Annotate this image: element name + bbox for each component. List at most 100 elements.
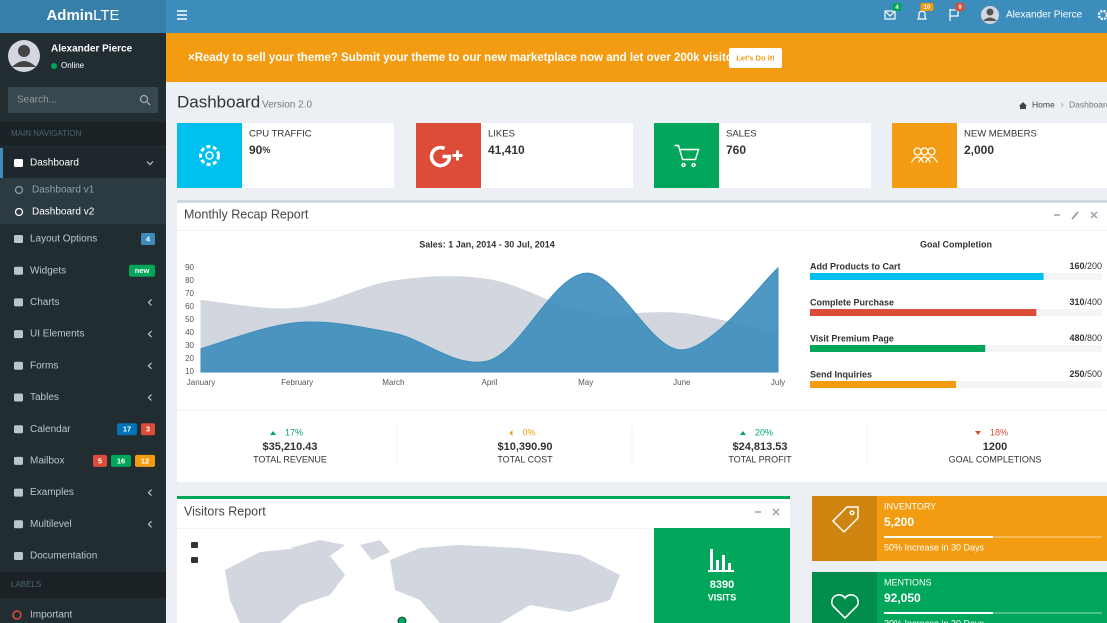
sidebar-toggle[interactable] [177, 10, 187, 20]
trend-arrow [269, 431, 276, 435]
members-head [927, 147, 936, 156]
goal-label: Complete Purchase [810, 297, 894, 307]
menu-badge-text: 16 [117, 456, 125, 465]
banner-button-text[interactable]: Let's Do it! [736, 53, 774, 62]
progress-bar [810, 273, 1044, 280]
navbar-user[interactable]: Alexander Pierce [1006, 10, 1083, 21]
search-placeholder[interactable]: Search... [17, 95, 57, 106]
logo[interactable]: AdminLTE [46, 7, 119, 24]
submenu-item[interactable]: Dashboard v1 [32, 185, 95, 196]
info-box-number: 760 [726, 143, 746, 157]
search-icon[interactable] [139, 94, 149, 104]
label-item[interactable]: Important [30, 610, 72, 621]
goal-title: Goal Completion [920, 239, 992, 249]
banner-button[interactable] [729, 48, 782, 68]
menu-item[interactable]: Multilevel [30, 519, 72, 530]
submenu-bg [0, 178, 166, 224]
menu-item[interactable]: Mailbox [30, 456, 64, 467]
chart-title: Sales: 1 Jan, 2014 - 30 Jul, 2014 [419, 239, 555, 249]
menu-icon [14, 361, 23, 370]
info-box-number: 90 [249, 143, 263, 157]
breadcrumb-home[interactable]: Home [1032, 99, 1055, 109]
submenu-item[interactable]: Dashboard v2 [32, 207, 95, 218]
info-box-value: 41,410 [488, 143, 525, 157]
menu-item[interactable]: UI Elements [30, 329, 84, 340]
x-tick-label: June [673, 378, 691, 387]
x-tick-label: January [187, 378, 215, 387]
menu-badge [129, 264, 155, 277]
tasks-icon[interactable] [949, 9, 959, 21]
info-box-label: CPU TRAFFIC [249, 129, 312, 140]
cart-icon [674, 144, 700, 168]
goal-value: 480/800 [1069, 333, 1102, 343]
navbar-badge [955, 3, 965, 11]
menu-item[interactable]: Calendar [30, 424, 71, 435]
info-box-value: 90% [249, 143, 270, 157]
notifications-icon[interactable] [917, 10, 927, 20]
zoom-in-button[interactable] [191, 542, 198, 548]
stat-change: 0% [522, 427, 535, 437]
gplus-icon [429, 145, 452, 168]
goal-label: Visit Premium Page [810, 333, 894, 343]
status-dot [51, 63, 57, 69]
menu-icon [14, 298, 23, 307]
logo-bold: Admin [46, 7, 93, 24]
gear-hole [205, 151, 214, 160]
info-widget [812, 572, 1107, 623]
stat-change: 17% [285, 427, 303, 437]
x-tick-label: April [481, 378, 497, 387]
navbar-badge-text: 10 [924, 5, 931, 11]
menu-item[interactable]: Tables [30, 392, 59, 403]
menu-icon [14, 488, 23, 497]
stat-label: TOTAL COST [497, 454, 553, 464]
goal-value: 310/400 [1069, 297, 1102, 307]
goal-max: /500 [1084, 369, 1102, 379]
stat-change: 20% [755, 427, 773, 437]
widget-value: 92,050 [884, 591, 921, 605]
stat-amount: $35,210.43 [262, 441, 317, 453]
labels-header-bg [0, 572, 166, 598]
menu-badge-text: new [135, 266, 150, 275]
menu-item[interactable]: Dashboard [30, 158, 79, 169]
info-box-label: SALES [726, 129, 757, 140]
info-box-label: NEW MEMBERS [964, 129, 1037, 140]
visitors-box-border [177, 496, 790, 499]
trend-arrow [974, 431, 981, 435]
menu-badge-text: 3 [146, 425, 150, 434]
visits-label: VISITS [708, 592, 737, 602]
menu-item[interactable]: Documentation [30, 551, 97, 562]
menu-badge [93, 454, 107, 467]
x-tick-label: July [771, 378, 785, 387]
wrench-button[interactable] [1071, 211, 1079, 220]
zoom-out-button[interactable] [191, 557, 198, 563]
info-box-icon [654, 123, 719, 188]
menu-item[interactable]: Examples [30, 487, 74, 498]
menu-badge-text: 4 [146, 234, 151, 243]
info-box-icon [177, 123, 242, 188]
navbar-avatar-body [983, 17, 997, 21]
navbar-badge [920, 3, 934, 11]
menu-badge [141, 423, 155, 436]
menu-item[interactable]: Layout Options [30, 234, 97, 245]
menu-item[interactable]: Forms [30, 360, 58, 371]
stat-label: GOAL COMPLETIONS [949, 454, 1042, 464]
info-box-value: 2,000 [964, 143, 994, 157]
goal-max: /400 [1084, 297, 1102, 307]
messages-icon[interactable] [884, 10, 896, 20]
goal-count: 160 [1069, 261, 1084, 271]
search-box[interactable] [8, 87, 158, 113]
menu-item[interactable]: Widgets [30, 265, 66, 276]
menu-badge-text: 17 [123, 425, 131, 434]
remove-button[interactable] [772, 508, 780, 516]
remove-button[interactable] [1090, 211, 1098, 219]
menu-item[interactable]: Charts [30, 297, 59, 308]
x-tick-label: March [382, 378, 404, 387]
menu-icon [14, 425, 23, 434]
info-widget [812, 496, 1107, 561]
chevron-left [147, 362, 152, 370]
menu-icon [14, 393, 23, 402]
y-tick-label: 50 [185, 315, 194, 324]
logo-bg[interactable] [0, 0, 166, 33]
stat-amount: $10,390.90 [497, 441, 552, 453]
